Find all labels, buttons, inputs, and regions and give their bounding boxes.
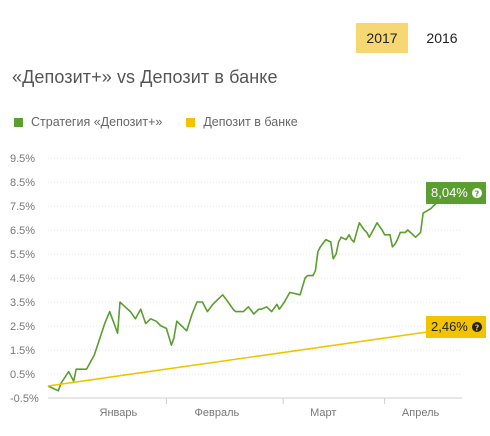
chart-legend: Стратегия «Депозит+» Депозит в банке	[14, 115, 298, 129]
callout-strategy: 8,04%?	[426, 182, 486, 205]
y-tick-label: 4.5%	[10, 273, 35, 285]
y-tick-label: 9.5%	[10, 153, 35, 165]
y-tick-label: -0.5%	[10, 393, 39, 405]
help-icon-glyph: ?	[475, 323, 480, 332]
y-tick-label: 8.5%	[10, 177, 35, 189]
y-tick-label: 0.5%	[10, 369, 35, 381]
callout-strategy-label: 8,04%	[431, 185, 468, 200]
y-tick-label: 6.5%	[10, 225, 35, 237]
help-icon-glyph: ?	[475, 190, 480, 199]
callout-bank-label: 2,46%	[431, 319, 468, 334]
legend-item-bank[interactable]: Депозит в банке	[186, 115, 298, 129]
y-tick-label: 3.5%	[10, 297, 35, 309]
y-tick-label: 1.5%	[10, 345, 35, 357]
y-tick-label: 2.5%	[10, 321, 35, 333]
help-icon[interactable]	[472, 188, 482, 199]
callout-bank-box	[426, 315, 486, 338]
y-tick-label: 5.5%	[10, 249, 35, 261]
chart-title: «Депозит+» vs Депозит в банке	[12, 67, 278, 87]
legend-label-bank: Депозит в банке	[203, 115, 298, 129]
legend-item-strategy[interactable]: Стратегия «Депозит+»	[14, 115, 162, 129]
x-tick-label: Февраль	[195, 407, 240, 419]
x-tick-label: Март	[310, 407, 336, 419]
callout-strategy-box	[426, 182, 486, 205]
series-line-bank	[47, 326, 463, 387]
x-tick-label: Апрель	[402, 407, 440, 419]
series-line-strategy	[47, 192, 463, 392]
tab-2016[interactable]: 2016	[426, 30, 458, 46]
legend-swatch-strategy	[14, 117, 23, 127]
callout-bank: 2,46%?	[426, 315, 486, 338]
year-tabs: 2017 2016	[356, 23, 468, 53]
tab-2017[interactable]: 2017	[356, 23, 408, 53]
y-tick-label: 7.5%	[10, 201, 35, 213]
legend-swatch-bank	[186, 117, 196, 127]
help-icon[interactable]	[472, 321, 482, 332]
x-tick-label: Январь	[100, 407, 138, 419]
legend-label-strategy: Стратегия «Депозит+»	[31, 115, 163, 129]
